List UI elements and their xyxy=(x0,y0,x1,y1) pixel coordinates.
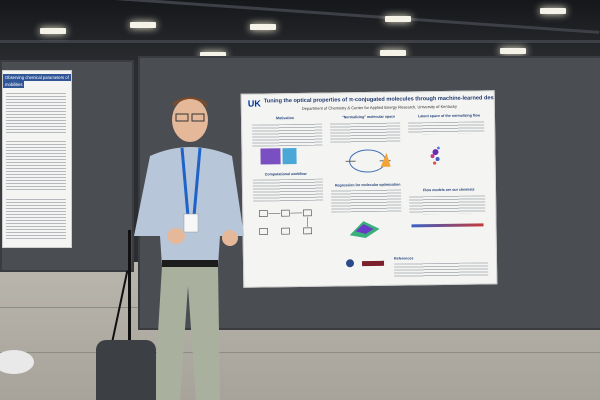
section-heading: References xyxy=(393,256,414,261)
floor-sign xyxy=(0,350,34,374)
workflow-diagram xyxy=(258,209,312,235)
poster-board-left: Observing chemical parameters of mobilit… xyxy=(0,60,134,272)
section-heading: Motivation xyxy=(275,116,294,121)
poster-department: Department of Chemistry & Center for App… xyxy=(301,103,458,111)
poster-left: Observing chemical parameters of mobilit… xyxy=(2,70,72,248)
poster-stand xyxy=(128,230,131,360)
ceiling-light xyxy=(250,24,276,30)
backpack xyxy=(96,340,156,400)
poster-title: Tuning the optical properties of π-conju… xyxy=(263,95,498,105)
ceiling-light xyxy=(380,50,406,56)
ceiling-light xyxy=(200,52,226,58)
ceiling xyxy=(0,0,600,64)
surface-plot xyxy=(349,221,380,239)
poster-left-title-line2: mobilities xyxy=(3,81,25,88)
poster-figure xyxy=(282,148,297,165)
presenter xyxy=(134,97,244,400)
ceiling-light xyxy=(500,48,526,54)
section-heading: Regression for molecular optimization xyxy=(334,182,401,188)
ceiling-light xyxy=(40,28,66,34)
color-scale-bar xyxy=(411,223,484,228)
ceiling-light xyxy=(540,8,566,14)
ceiling-beam xyxy=(0,0,600,34)
latent-space-plot xyxy=(430,146,440,165)
section-heading: "Normalizing" molecular space xyxy=(341,114,396,120)
ceiling-light xyxy=(130,22,156,28)
ceiling-beam xyxy=(0,40,600,43)
institution-logo xyxy=(345,259,355,268)
section-heading: Computational workflow xyxy=(264,171,307,177)
poster-main: UK Tuning the optical properties of π-co… xyxy=(240,90,498,288)
poster-left-title: Observing chemical parameters of xyxy=(3,74,71,81)
section-heading: Latent space of the normalizing flow xyxy=(417,113,481,119)
institution-logo xyxy=(362,260,385,267)
ceiling-light xyxy=(385,16,411,22)
flow-diagram xyxy=(345,149,391,173)
section-heading: Flow models are our chemists xyxy=(422,187,475,193)
